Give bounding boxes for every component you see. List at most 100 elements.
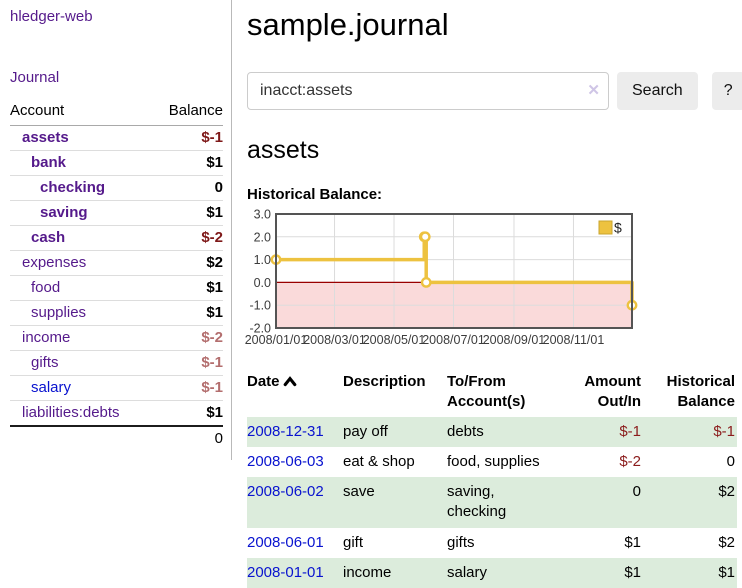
- account-balance: $-2: [152, 225, 223, 251]
- transaction-date-link[interactable]: 2008-06-03: [247, 452, 324, 470]
- chevron-up-icon: [283, 374, 297, 391]
- account-balance: $-1: [152, 350, 223, 376]
- brand-link[interactable]: hledger-web: [10, 8, 93, 25]
- svg-text:-1.0: -1.0: [249, 299, 271, 313]
- sidebar: hledger-web Journal Account Balance asse…: [0, 0, 232, 460]
- svg-text:2008/05/01: 2008/05/01: [363, 333, 426, 347]
- account-row: salary $-1: [10, 375, 223, 401]
- account-link[interactable]: liabilities:debts: [22, 404, 120, 421]
- accounts-total-row: 0: [10, 425, 223, 450]
- account-row: liabilities:debts $1: [10, 400, 223, 426]
- transaction-description: save: [343, 477, 447, 528]
- transaction-amount: $1: [557, 557, 643, 588]
- transaction-date-link[interactable]: 2008-12-31: [247, 422, 324, 440]
- account-balance: $1: [152, 200, 223, 226]
- account-link[interactable]: bank: [31, 154, 67, 171]
- register-table: Date Description To/From Account(s) Amou…: [247, 370, 737, 588]
- account-heading: assets: [247, 136, 320, 165]
- transaction-date-link[interactable]: 2008-01-01: [247, 563, 324, 581]
- account-balance: 0: [152, 175, 223, 201]
- account-balance: $2: [152, 250, 223, 276]
- account-row: cash $-2: [10, 225, 223, 251]
- column-header-accounts: To/From Account(s): [447, 373, 526, 411]
- search-input[interactable]: [247, 71, 609, 110]
- account-balance: $-1: [152, 375, 223, 401]
- account-link[interactable]: income: [22, 329, 71, 346]
- svg-text:3.0: 3.0: [254, 208, 271, 222]
- column-header-amount: Amount Out/In: [584, 373, 641, 411]
- transaction-accounts: debts: [447, 416, 557, 447]
- account-balance: $-2: [152, 325, 223, 351]
- account-link[interactable]: checking: [40, 179, 106, 196]
- column-header-description: Description: [343, 373, 426, 391]
- account-row: checking 0: [10, 175, 223, 201]
- transaction-amount: $-1: [557, 416, 643, 447]
- svg-text:1.0: 1.0: [254, 253, 271, 267]
- account-row: food $1: [10, 275, 223, 301]
- transaction-balance: 0: [726, 452, 735, 470]
- transaction-balance: $1: [643, 557, 737, 588]
- register-header-row: Date Description To/From Account(s) Amou…: [247, 370, 737, 417]
- transaction-description: pay off: [343, 416, 447, 447]
- transaction-amount: $-2: [619, 452, 641, 470]
- accounts-header-balance: Balance: [152, 99, 223, 126]
- account-row: gifts $-1: [10, 350, 223, 376]
- transaction-accounts: gifts: [447, 533, 475, 551]
- svg-text:2008/07/01: 2008/07/01: [422, 333, 485, 347]
- chart-title: Historical Balance:: [247, 186, 383, 204]
- svg-text:2008/09/01: 2008/09/01: [483, 333, 546, 347]
- accounts-total-value: 0: [152, 425, 223, 450]
- transaction-amount: 0: [557, 477, 643, 528]
- account-balance: $1: [152, 300, 223, 326]
- transaction-balance: $2: [643, 477, 737, 528]
- svg-text:$: $: [614, 220, 622, 236]
- svg-text:2.0: 2.0: [254, 230, 271, 244]
- clear-search-icon[interactable]: ✕: [587, 81, 600, 99]
- account-row: supplies $1: [10, 300, 223, 326]
- chart-svg: $3.0 2.0 1.0 0.0 -1.0 -2.02008/01/012008/03/0…: [245, 208, 638, 347]
- transaction-row: 2008-01-01 income salary $1 $1: [247, 557, 737, 588]
- page-title: sample.journal: [247, 7, 449, 42]
- sidebar-item-journal[interactable]: Journal: [10, 69, 60, 86]
- transaction-date-link[interactable]: 2008-06-01: [247, 533, 324, 551]
- transaction-description: gift: [343, 533, 364, 551]
- account-link[interactable]: assets: [22, 129, 69, 146]
- svg-text:0.0: 0.0: [254, 276, 271, 290]
- account-row: bank $1: [10, 150, 223, 176]
- transaction-row: 2008-06-02 save saving, checking 0 $2: [247, 477, 737, 528]
- main-content: sample.journal ✕ Search ? assets Histori…: [232, 0, 742, 588]
- historical-balance-chart: $3.0 2.0 1.0 0.0 -1.0 -2.0 2008/01/01 2008/03/0…: [245, 208, 742, 350]
- search-box: ✕: [247, 71, 609, 110]
- transaction-row: 2008-06-03 eat & shop food, supplies $-2 0: [247, 447, 737, 477]
- transaction-date-link[interactable]: 2008-06-02: [247, 483, 324, 501]
- account-row: income $-2: [10, 325, 223, 351]
- transaction-accounts: food, supplies: [447, 452, 540, 470]
- transaction-accounts: saving, checking: [447, 477, 557, 528]
- transaction-amount: $1: [624, 533, 641, 551]
- account-link[interactable]: gifts: [31, 354, 59, 371]
- transaction-balance: $2: [718, 533, 735, 551]
- account-link[interactable]: salary: [31, 379, 72, 396]
- account-link[interactable]: food: [31, 279, 61, 296]
- search-form: ✕ Search ?: [247, 71, 742, 111]
- account-balance: $1: [152, 275, 223, 301]
- account-link[interactable]: cash: [31, 229, 66, 246]
- transaction-balance: $-1: [643, 416, 737, 447]
- account-link[interactable]: saving: [40, 204, 88, 221]
- transaction-row: 2008-06-01 gift gifts $1 $2: [247, 528, 737, 558]
- account-row: expenses $2: [10, 250, 223, 276]
- account-row: assets $-1: [10, 126, 223, 151]
- search-button[interactable]: Search: [617, 71, 698, 111]
- account-link[interactable]: expenses: [22, 254, 87, 271]
- transaction-row: 2008-12-31 pay off debts $-1 $-1: [247, 416, 737, 447]
- transaction-accounts: salary: [447, 557, 557, 588]
- accounts-header-account: Account: [10, 99, 153, 126]
- account-link[interactable]: supplies: [31, 304, 87, 321]
- column-header-balance: Historical Balance: [666, 373, 735, 411]
- account-balance: $-1: [201, 129, 223, 146]
- column-header-date[interactable]: Date: [247, 370, 343, 417]
- svg-text:2008/11/01: 2008/11/01: [543, 333, 605, 347]
- search-help-button[interactable]: ?: [711, 71, 742, 111]
- svg-text:2008/01/01: 2008/01/01: [245, 333, 308, 347]
